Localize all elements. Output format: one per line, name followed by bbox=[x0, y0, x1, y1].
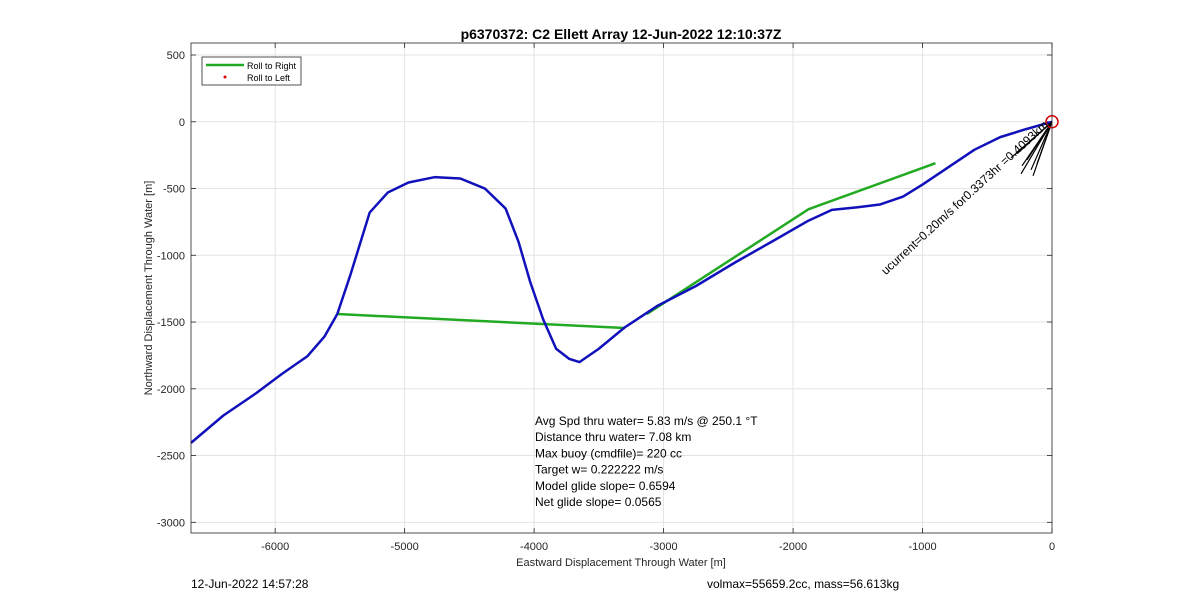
y-tick-label: -1000 bbox=[157, 250, 185, 262]
x-tick-label: -5000 bbox=[391, 541, 419, 553]
plot-area-border bbox=[190, 42, 1053, 534]
current-vector-layer: ucurrent=0.20m/s for0.3373hr =0.4093km bbox=[878, 115, 1059, 278]
annotation-line: Max buoy (cmdfile)= 220 cc bbox=[535, 446, 682, 460]
glider-track-line bbox=[190, 120, 1053, 444]
roll-to-right-line bbox=[646, 161, 936, 316]
x-tick-label: 0 bbox=[1049, 541, 1055, 553]
y-tick-label: 500 bbox=[167, 50, 185, 62]
y-tick-label: -2000 bbox=[157, 384, 185, 396]
current-vector-line bbox=[1030, 121, 1053, 171]
annotation-line: Target w= 0.222222 m/s bbox=[535, 463, 663, 477]
y-tick-label: -2500 bbox=[157, 451, 185, 463]
current-vector-line bbox=[1010, 121, 1053, 159]
x-tick-label: -3000 bbox=[650, 541, 678, 553]
footer-mass-info: volmax=55659.2cc, mass=56.613kg bbox=[707, 577, 900, 591]
annotation-line: Avg Spd thru water= 5.83 m/s @ 250.1 °T bbox=[535, 414, 758, 428]
y-tick-label: 0 bbox=[179, 117, 185, 129]
y-tick-label: -1500 bbox=[157, 317, 185, 329]
axis-ticks: -6000 -5000 -4000 -3000 -2000 -1000 0 500 0 -500 -… bbox=[157, 43, 1055, 553]
legend-label-roll-left: Roll to Left bbox=[247, 73, 291, 83]
y-tick-label: -3000 bbox=[157, 517, 185, 529]
x-tick-label: -6000 bbox=[261, 541, 289, 553]
x-tick-label: -1000 bbox=[908, 541, 936, 553]
x-axis-label: Eastward Displacement Through Water [m] bbox=[516, 557, 726, 569]
current-vector-line bbox=[1032, 121, 1053, 177]
annotation-line: Net glide slope= 0.0565 bbox=[535, 495, 662, 509]
annotation-line: Model glide slope= 0.6594 bbox=[535, 479, 676, 493]
legend-label-roll-right: Roll to Right bbox=[247, 61, 297, 71]
y-tick-label: -500 bbox=[163, 184, 185, 196]
chart-title: p6370372: C2 Ellett Array 12-Jun-2022 12… bbox=[461, 26, 782, 42]
series-layer bbox=[190, 120, 1053, 444]
legend-box bbox=[201, 56, 302, 86]
footer-timestamp: 12-Jun-2022 14:57:28 bbox=[191, 577, 309, 591]
x-tick-label: -4000 bbox=[520, 541, 548, 553]
grid-lines bbox=[191, 43, 1053, 533]
x-tick-label: -2000 bbox=[779, 541, 807, 553]
current-vector-label: ucurrent=0.20m/s for0.3373hr =0.4093km bbox=[878, 118, 1051, 278]
y-axis-label: Northward Displacement Through Water [m] bbox=[143, 181, 155, 396]
annotation-line: Distance thru water= 7.08 km bbox=[535, 430, 691, 444]
legend: Roll to Right Roll to Left bbox=[201, 56, 302, 86]
legend-swatch-roll-left bbox=[223, 75, 227, 79]
roll-to-right-line bbox=[337, 312, 625, 330]
current-vector-line bbox=[1020, 121, 1053, 175]
summary-annotations: Avg Spd thru water= 5.83 m/s @ 250.1 °T D… bbox=[535, 414, 758, 509]
